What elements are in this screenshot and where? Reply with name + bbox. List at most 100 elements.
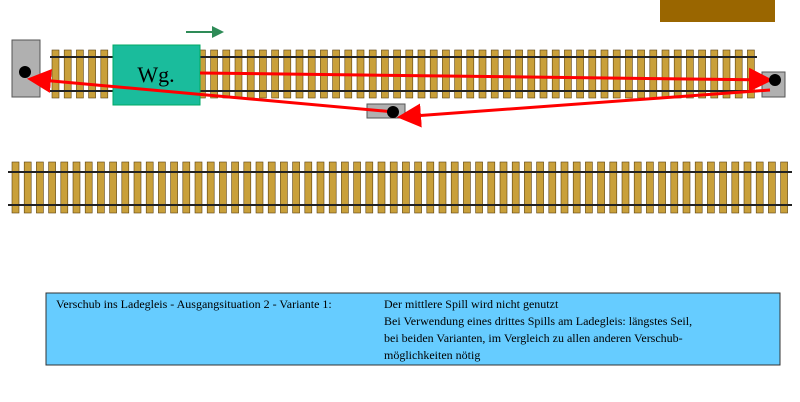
sleeper — [511, 161, 520, 214]
sleeper — [597, 161, 605, 214]
sleeper — [377, 161, 386, 214]
sleeper — [524, 161, 532, 214]
sleeper — [267, 161, 276, 214]
winch-drum — [19, 66, 31, 78]
sleeper — [97, 161, 105, 214]
winch-drum — [769, 74, 781, 86]
sleeper — [768, 161, 776, 214]
sleeper — [600, 49, 609, 99]
sleeper — [670, 161, 679, 214]
sleeper — [438, 161, 447, 214]
sleeper — [11, 161, 20, 214]
sleeper — [560, 161, 569, 214]
sleeper — [23, 161, 32, 214]
sleeper — [694, 161, 703, 214]
sleeper — [442, 49, 450, 99]
sleeper — [454, 49, 462, 99]
building — [660, 0, 775, 22]
sleeper — [292, 161, 300, 214]
sleeper — [466, 49, 475, 99]
sleeper — [76, 49, 84, 99]
sleeper — [182, 161, 191, 214]
sleeper — [417, 49, 426, 99]
sleeper — [734, 49, 743, 99]
sleeper — [564, 49, 572, 99]
sleeper — [658, 161, 666, 214]
sleeper — [243, 161, 252, 214]
sleeper — [414, 161, 422, 214]
sleeper — [72, 161, 81, 214]
sleeper — [686, 49, 694, 99]
sleeper — [780, 161, 788, 214]
sleeper — [527, 49, 536, 99]
sleeper — [145, 161, 154, 214]
sleeper — [170, 161, 178, 214]
sleeper — [255, 161, 264, 214]
sleeper — [48, 161, 56, 214]
sleeper — [625, 49, 633, 99]
sleeper — [450, 161, 459, 214]
sleeper — [389, 161, 398, 214]
sleeper — [576, 49, 584, 99]
sleeper — [341, 161, 349, 214]
sleeper — [499, 161, 508, 214]
sleeper — [88, 49, 96, 99]
sleeper — [475, 161, 483, 214]
sleeper — [707, 161, 715, 214]
rope — [199, 67, 773, 92]
sleeper — [572, 161, 581, 214]
sleeper — [710, 49, 719, 99]
caption-line: Bei Verwendung eines drittes Spills am L… — [384, 314, 692, 328]
sleeper — [280, 161, 288, 214]
sleeper — [743, 161, 752, 214]
sleeper — [405, 49, 414, 99]
sleeper — [304, 161, 313, 214]
caption-lead: Verschub ins Ladegleis - Ausgangsituatio… — [56, 297, 332, 311]
sleeper — [36, 161, 44, 214]
sleeper — [515, 49, 523, 99]
sleeper — [612, 49, 621, 99]
sleeper — [548, 161, 557, 214]
sleeper — [109, 161, 117, 214]
sleeper — [722, 49, 731, 99]
sleeper — [609, 161, 618, 214]
sleeper — [633, 161, 642, 214]
sleeper — [60, 161, 69, 214]
sleeper — [402, 161, 410, 214]
sleeper — [478, 49, 487, 99]
sleeper — [100, 49, 109, 99]
sleeper — [231, 161, 239, 214]
sleeper — [487, 161, 496, 214]
wagon-label: Wg. — [137, 62, 174, 87]
sleeper — [682, 161, 691, 214]
rope — [27, 68, 396, 114]
sleeper — [463, 161, 471, 214]
sleeper — [621, 161, 630, 214]
sleeper — [539, 49, 548, 99]
sleeper — [316, 161, 325, 214]
sleeper — [588, 49, 597, 99]
sleeper — [426, 161, 435, 214]
sleeper — [84, 161, 93, 214]
sleeper — [646, 161, 654, 214]
sleeper — [194, 161, 203, 214]
sleeper — [133, 161, 142, 214]
caption-line: möglichkeiten nötig — [384, 348, 480, 362]
sleeper — [328, 161, 337, 214]
caption-line: Der mittlere Spill wird nicht genutzt — [384, 297, 559, 311]
caption-box — [45, 292, 781, 366]
sleeper — [429, 49, 438, 99]
sleeper — [158, 161, 166, 214]
rope — [397, 88, 771, 128]
sleeper — [121, 161, 130, 214]
sleeper — [63, 49, 72, 99]
sleeper — [585, 161, 593, 214]
caption-line: bei beiden Varianten, im Vergleich zu al… — [384, 331, 683, 345]
sleeper — [503, 49, 511, 99]
sleeper — [536, 161, 544, 214]
sleeper — [206, 161, 215, 214]
sleeper — [731, 161, 740, 214]
sleeper — [365, 161, 374, 214]
